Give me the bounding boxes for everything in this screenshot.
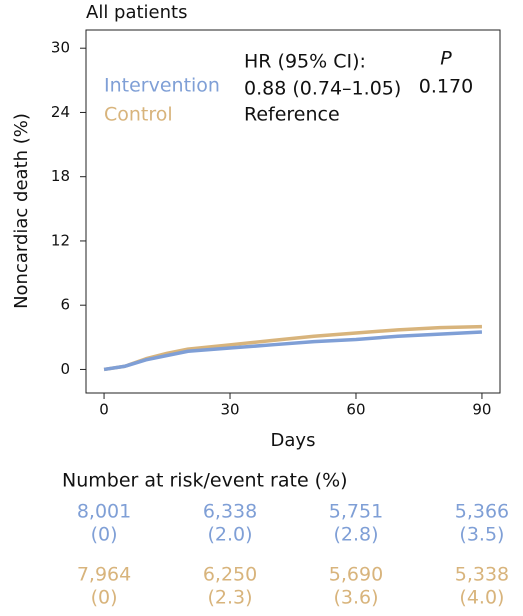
- event-rate: (3.6): [333, 587, 378, 609]
- annotation: 0.170: [419, 76, 473, 98]
- y-axis-label: Noncardiac death (%): [11, 113, 32, 309]
- at-risk: 5,366: [455, 501, 509, 523]
- y-tick-label: 30: [51, 39, 70, 57]
- x-axis-label: Days: [271, 430, 316, 451]
- y-tick-label: 0: [60, 360, 70, 378]
- at-risk: 5,338: [455, 564, 509, 586]
- at-risk: 5,751: [329, 501, 383, 523]
- chart-title: All patients: [86, 2, 187, 23]
- x-tick-label: 30: [220, 401, 239, 419]
- plot-frame: [85, 29, 501, 394]
- legend-label: Intervention: [104, 75, 220, 97]
- series-line: [103, 330, 483, 372]
- risk-table-title: Number at risk/event rate (%): [62, 470, 348, 492]
- y-tick-label: 18: [51, 167, 70, 185]
- event-rate: (2.0): [207, 524, 252, 546]
- annotation: Reference: [244, 104, 340, 126]
- annotation: HR (95% CI):: [244, 51, 366, 73]
- at-risk: 7,964: [77, 564, 131, 586]
- at-risk: 6,338: [203, 501, 257, 523]
- event-rate: (2.3): [207, 587, 252, 609]
- annotation: P: [440, 48, 452, 70]
- event-rate: (0): [91, 524, 118, 546]
- event-rate: (2.8): [333, 524, 378, 546]
- y-tick-label: 6: [60, 296, 70, 314]
- at-risk: 6,250: [203, 564, 257, 586]
- event-rate: (3.5): [459, 524, 504, 546]
- legend-label: Control: [104, 104, 173, 126]
- x-tick-label: 60: [346, 401, 365, 419]
- y-tick-label: 24: [51, 103, 70, 121]
- at-risk: 5,690: [329, 564, 383, 586]
- event-rate: (4.0): [459, 587, 504, 609]
- y-tick-label: 12: [51, 231, 70, 249]
- x-tick-label: 0: [99, 401, 109, 419]
- series-line: [103, 324, 482, 372]
- annotation: 0.88 (0.74–1.05): [244, 78, 401, 100]
- x-tick-label: 90: [472, 401, 491, 419]
- event-rate: (0): [91, 587, 118, 609]
- at-risk: 8,001: [77, 501, 131, 523]
